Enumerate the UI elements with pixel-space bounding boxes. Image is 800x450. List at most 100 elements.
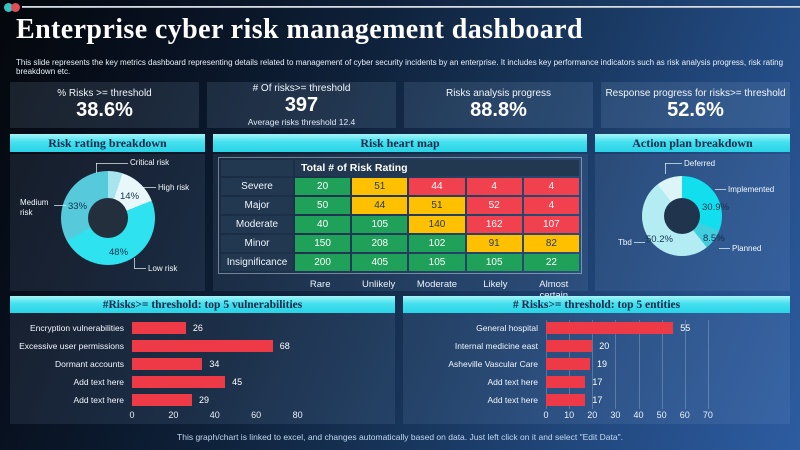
- axis-tick-label: 0: [129, 410, 135, 420]
- heatmap-column-label: Likely: [483, 279, 508, 290]
- top-vulnerabilities-bar-chart[interactable]: Encryption vulnerabilities 26 Excessive us…: [10, 313, 395, 424]
- bar-value-label: 26: [192, 323, 203, 333]
- bar-category-label: Add text here: [73, 377, 124, 387]
- heatmap-cell: 208: [352, 235, 408, 252]
- heatmap-row-label: Major: [221, 197, 293, 214]
- slice-label-planned: Planned: [732, 244, 762, 253]
- heatmap-cell: 91: [466, 235, 522, 252]
- heatmap-cell: 200: [295, 254, 351, 271]
- bar-row: Dormant accounts 34: [10, 356, 395, 372]
- bar-value-label: 20: [599, 341, 610, 351]
- bar-row: General hospital 55: [403, 320, 790, 336]
- bar-category-label: Add text here: [487, 377, 538, 387]
- bar-value-label: 17: [592, 395, 603, 405]
- page-subtitle: This slide represents the key metrics da…: [16, 58, 784, 76]
- bar-value-label: 19: [596, 359, 607, 369]
- heatmap-row-label: Moderate: [221, 216, 293, 233]
- bar[interactable]: [546, 322, 674, 334]
- kpi-value: 397: [284, 94, 319, 116]
- bar[interactable]: [546, 394, 586, 406]
- bar[interactable]: [546, 340, 593, 352]
- kpi-card-response-progress: Response progress for risks>= threshold …: [601, 82, 790, 128]
- bar-row: Encryption vulnerabilities 26: [10, 320, 395, 336]
- bar[interactable]: [132, 340, 273, 352]
- bar-row: Add text here 29: [10, 392, 395, 408]
- bar-category-label: Add text here: [73, 395, 124, 405]
- slice-label-low-risk: Low risk: [148, 264, 178, 273]
- kpi-card-pct-risks: % Risks >= threshold 38.6%: [10, 82, 199, 128]
- top-entities-bar-chart[interactable]: General hospital 55 Internal medicine east…: [403, 313, 790, 424]
- bar[interactable]: [132, 322, 186, 334]
- slice-label-tbd: Tbd: [618, 238, 632, 247]
- heatmap-cell: 4: [466, 178, 522, 195]
- heatmap-cell: 105: [409, 254, 465, 271]
- axis-tick-label: 20: [587, 410, 598, 420]
- axis-tick-label: 20: [168, 410, 179, 420]
- bar[interactable]: [132, 376, 226, 388]
- slice-pct-high-risk: 14%: [120, 191, 140, 202]
- heatmap-header: Total # of Risk Rating: [295, 160, 579, 176]
- heatmap-cell: 50: [295, 197, 351, 214]
- bar-value-label: 29: [199, 395, 210, 405]
- heatmap-cell: 51: [409, 197, 465, 214]
- heatmap-cell: 107: [523, 216, 579, 233]
- heatmap-cell: 105: [466, 254, 522, 271]
- section-title-risk-rating: Risk rating breakdown: [10, 134, 205, 152]
- heatmap-cell: 22: [523, 254, 579, 271]
- bar-value-label: 68: [279, 341, 290, 351]
- heatmap-cell: 4: [523, 178, 579, 195]
- slice-label-critical-risk: Critical risk: [130, 158, 170, 167]
- heatmap-corner: [221, 160, 293, 176]
- kpi-label: % Risks >= threshold: [57, 88, 152, 99]
- heatmap-column-label: Almost certain: [539, 279, 569, 301]
- slice-label-medium-risk: Medium risk: [20, 198, 49, 217]
- slice-label-implemented: Implemented: [728, 185, 775, 194]
- slice-label-deferred: Deferred: [684, 159, 716, 168]
- kpi-card-analysis-progress: Risks analysis progress 88.8%: [404, 82, 593, 128]
- axis-tick-label: 50: [656, 410, 667, 420]
- axis-tick-label: 70: [702, 410, 713, 420]
- heatmap-column-label: Moderate: [416, 279, 458, 290]
- bar[interactable]: [546, 358, 590, 370]
- bar-row: Add text here 17: [403, 392, 790, 408]
- axis-tick-label: 40: [633, 410, 644, 420]
- heatmap-row-label: Insignificance: [221, 254, 293, 271]
- section-title-heat-map: Risk heart map: [213, 134, 587, 152]
- kpi-label: Response progress for risks>= threshold: [605, 88, 786, 99]
- top-entities-section: # Risks>= threshold: top 5 entities Gene…: [403, 296, 790, 424]
- footer-note: This graph/chart is linked to excel, and…: [177, 432, 623, 442]
- bar-row: Internal medicine east 20: [403, 338, 790, 354]
- risk-heat-map-table[interactable]: Total # of Risk Rating Severe 20 51 44 4 4 Majo…: [218, 157, 582, 301]
- heatmap-column-label: Unlikely: [361, 279, 396, 290]
- heatmap-cell: 405: [352, 254, 408, 271]
- bar[interactable]: [132, 394, 193, 406]
- bar[interactable]: [132, 358, 203, 370]
- page-title: Enterprise cyber risk management dashboa…: [16, 14, 583, 45]
- kpi-value: 52.6%: [667, 99, 724, 121]
- kpi-value: 88.8%: [470, 99, 527, 121]
- heatmap-cell: 140: [409, 216, 465, 233]
- bar-value-label: 45: [232, 377, 243, 387]
- bar[interactable]: [546, 376, 586, 388]
- heatmap-cell: 51: [352, 178, 408, 195]
- chart-title-vulnerabilities: #Risks>= threshold: top 5 vulnerabilitie…: [10, 296, 395, 313]
- bar-row: Add text here 45: [10, 374, 395, 390]
- bar-category-label: Encryption vulnerabilities: [29, 323, 124, 333]
- slice-pct-low-risk: 48%: [109, 247, 129, 258]
- heatmap-cell: 44: [352, 197, 408, 214]
- heatmap-cell: 150: [295, 235, 351, 252]
- axis-tick-label: 10: [564, 410, 575, 420]
- slice-pct-tbd: 50.2%: [646, 234, 673, 245]
- heatmap-cell: 102: [409, 235, 465, 252]
- action-plan-panel: Deferred Implemented Planned Tbd 30.9% 8…: [595, 154, 790, 291]
- bar-category-label: Excessive user permissions: [19, 341, 124, 351]
- axis-tick-label: 60: [251, 410, 262, 420]
- window-dot-teal-icon: [4, 3, 13, 12]
- bar-row: Excessive user permissions 68: [10, 338, 395, 354]
- axis-tick-label: 80: [292, 410, 303, 420]
- heatmap-cell: 52: [466, 197, 522, 214]
- axis-tick-label: 40: [209, 410, 220, 420]
- heatmap-cell: 162: [466, 216, 522, 233]
- heatmap-cell: 40: [295, 216, 351, 233]
- slice-label-high-risk: High risk: [158, 183, 190, 192]
